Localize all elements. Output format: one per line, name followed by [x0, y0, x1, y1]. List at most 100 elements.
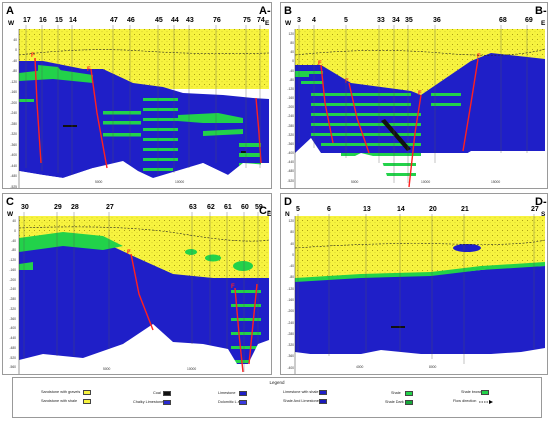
panel-b-depth-axis: 120 80 40 0 -40 -80 -120 -160 -200 -240 -280 -320 -3… — [287, 32, 294, 183]
panel-d-section-drawing — [294, 214, 546, 374]
legend-item-sandstone-gravels: Sandstone with gravels — [41, 390, 81, 394]
panel-d-well-13: 13 — [363, 206, 371, 213]
panel-c-well-61: 61 — [224, 204, 232, 211]
panel-d-depth-axis: 120 80 40 0 -40 -80 -120 -160 -200 -240 -280 -320 -3… — [287, 219, 294, 370]
panel-c-well-59: 59 — [255, 204, 263, 211]
svg-text:F: F — [477, 54, 481, 60]
panel-c-label: C — [6, 196, 14, 208]
panel-c-end-label: C- — [259, 205, 271, 217]
legend-item-sandstone-shale: Sandstone with shale — [41, 399, 78, 403]
cross-section-panel-b: B B- W E 3 4 5 33 34 35 36 68 69 120 80 40… — [280, 2, 548, 189]
panel-a-well-45: 45 — [155, 17, 163, 24]
panel-a-well-15: 15 — [55, 17, 63, 24]
panel-a-well-75: 75 — [243, 17, 251, 24]
panel-d-well-21: 21 — [461, 206, 469, 213]
legend-item-limestone-shale: Limestone with shale — [283, 390, 319, 394]
panel-a-well-14: 14 — [69, 17, 77, 24]
panel-b-well-3: 3 — [297, 17, 301, 24]
panel-d-north-label: N — [285, 211, 290, 218]
panel-b-well-33: 33 — [377, 17, 385, 24]
panel-c-x-tick-2: 10000 — [187, 367, 197, 371]
panel-d-well-6: 6 — [327, 206, 331, 213]
panel-c-well-29: 29 — [54, 204, 62, 211]
panel-b-east-label: E — [541, 20, 546, 27]
panel-b-well-35: 35 — [405, 17, 413, 24]
legend-swatch-shale-dark — [405, 400, 413, 405]
panel-a-well-43: 43 — [186, 17, 194, 24]
legend-title: Legend — [269, 380, 285, 385]
panel-b-x-tick-2: 10000 — [421, 180, 431, 184]
legend-item-shale-brown: Shale brown — [461, 390, 483, 394]
panel-b-well-34: 34 — [392, 17, 400, 24]
panel-b-well-36: 36 — [433, 17, 441, 24]
panel-d-x-tick-2: 8000 — [429, 365, 437, 369]
legend-swatch-sandstone-gravels — [83, 390, 91, 395]
legend-item-dolomitic: Dolomitic L.s — [218, 400, 240, 404]
panel-a-x-tick-2: 10000 — [175, 180, 185, 184]
panel-a-well-47: 47 — [110, 17, 118, 24]
panel-a-end-label: A- — [259, 5, 271, 17]
legend-item-coal: Coal — [153, 391, 161, 395]
svg-text:F: F — [31, 53, 35, 59]
panel-c-well-27: 27 — [106, 204, 114, 211]
legend-item-limestone: Limestone — [218, 391, 236, 395]
panel-d-well-27: 27 — [531, 206, 539, 213]
panel-a-well-16: 16 — [39, 17, 47, 24]
panel-b-x-tick-3: 15000 — [491, 180, 501, 184]
panel-a-label: A — [6, 5, 14, 17]
panel-d-label: D — [284, 196, 292, 208]
legend-item-chalky-limestone: Chalky Limestone — [133, 400, 164, 404]
legend-swatch-shale — [405, 391, 413, 396]
legend-item-shale-limestone: Shale And Limestone — [283, 399, 319, 403]
cross-section-panel-c: C C- W E 30 29 28 27 63 62 61 60 59 40 0-… — [2, 193, 272, 375]
panel-c-well-62: 62 — [207, 204, 215, 211]
legend-swatch-limestone — [239, 391, 247, 396]
panel-c-well-63: 63 — [189, 204, 197, 211]
panel-a-well-17: 17 — [23, 17, 31, 24]
legend-item-shale: Shale — [391, 391, 401, 395]
legend-item-flow-direction: Flow direction — [453, 399, 477, 403]
panel-a-well-44: 44 — [171, 17, 179, 24]
legend-swatch-dolomitic — [239, 400, 247, 405]
panel-d-well-20: 20 — [429, 206, 437, 213]
panel-a-section-drawing: F F — [18, 25, 270, 188]
panel-b-x-tick-1: 5000 — [351, 180, 359, 184]
panel-a-x-tick-1: 5000 — [95, 180, 103, 184]
legend: Legend Sandstone with gravels Sandstone … — [12, 377, 542, 418]
legend-item-shale-dark: Shale Dark — [385, 400, 404, 404]
svg-text:F: F — [127, 250, 131, 256]
panel-a-depth-axis: 40 0 -40 -80 -120 -160 -200 -240 -280 -320 -360 -40… — [10, 38, 17, 189]
panel-c-x-tick-1: 5000 — [103, 367, 111, 371]
panel-c-well-60: 60 — [241, 204, 249, 211]
svg-text:F: F — [318, 61, 322, 67]
panel-d-x-tick-1: 4000 — [356, 365, 364, 369]
panel-b-label: B — [284, 5, 292, 17]
panel-c-well-30: 30 — [21, 204, 29, 211]
flow-direction-arrow-icon — [479, 400, 493, 404]
panel-a-west-label: W — [8, 20, 15, 27]
svg-text:F: F — [87, 67, 91, 73]
panel-c-depth-axis: 40 0 -40 -80 -120 -160 -200 -240 -280 -320 -360 -40… — [9, 219, 16, 370]
legend-swatch-sandstone-shale — [83, 399, 91, 404]
panel-b-well-69: 69 — [525, 17, 533, 24]
legend-swatch-limestone-shale — [319, 390, 327, 395]
panel-c-west-label: W — [7, 211, 14, 218]
panel-d-well-5: 5 — [296, 206, 300, 213]
panel-d-south-label: S — [541, 211, 546, 218]
svg-text:F: F — [418, 91, 422, 97]
panel-b-well-4: 4 — [312, 17, 316, 24]
panel-b-section-drawing: F F F F — [294, 25, 546, 188]
panel-b-well-5: 5 — [344, 17, 348, 24]
panel-d-well-14: 14 — [397, 206, 405, 213]
panel-c-well-28: 28 — [71, 204, 79, 211]
panel-b-west-label: W — [285, 20, 292, 27]
panel-d-end-label: D- — [535, 196, 547, 208]
panel-a-well-74: 74 — [257, 17, 265, 24]
svg-text:F: F — [345, 79, 349, 85]
panel-a-well-46: 46 — [127, 17, 135, 24]
svg-text:F: F — [231, 284, 235, 290]
panel-c-section-drawing: F F — [18, 212, 270, 374]
legend-swatch-chalky-limestone — [163, 400, 171, 405]
panel-b-end-label: B- — [535, 5, 547, 17]
cross-section-panel-a: A A- W E 17 16 15 14 47 46 45 44 43 76 7… — [2, 2, 272, 189]
